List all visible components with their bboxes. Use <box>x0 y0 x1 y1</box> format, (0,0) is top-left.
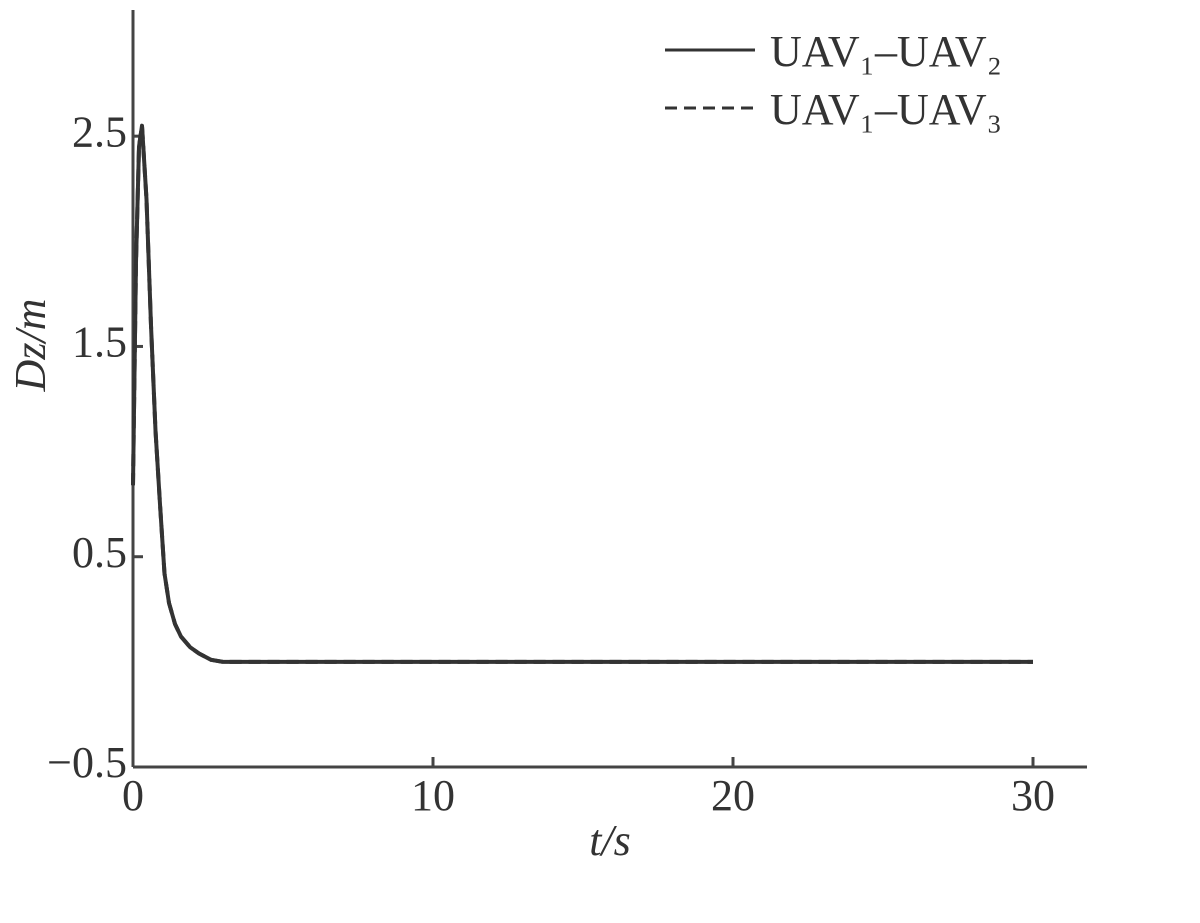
legend-label: UAV₁–UAV₂ <box>770 27 1002 76</box>
y-tick-label: 0.5 <box>72 528 127 577</box>
y-tick-label: 2.5 <box>72 107 127 156</box>
y-tick-label: −0.5 <box>47 738 127 787</box>
y-axis-label: Dz/m <box>6 299 55 393</box>
y-tick-label: 1.5 <box>72 318 127 367</box>
legend-label: UAV₁–UAV₃ <box>770 85 1002 134</box>
x-tick-label: 0 <box>122 771 144 820</box>
x-tick-label: 30 <box>1011 771 1055 820</box>
series-line <box>131 123 1033 664</box>
x-tick-label: 20 <box>711 771 755 820</box>
x-axis-label: t/s <box>589 816 631 865</box>
series-line <box>131 123 1033 664</box>
x-tick-label: 10 <box>411 771 455 820</box>
